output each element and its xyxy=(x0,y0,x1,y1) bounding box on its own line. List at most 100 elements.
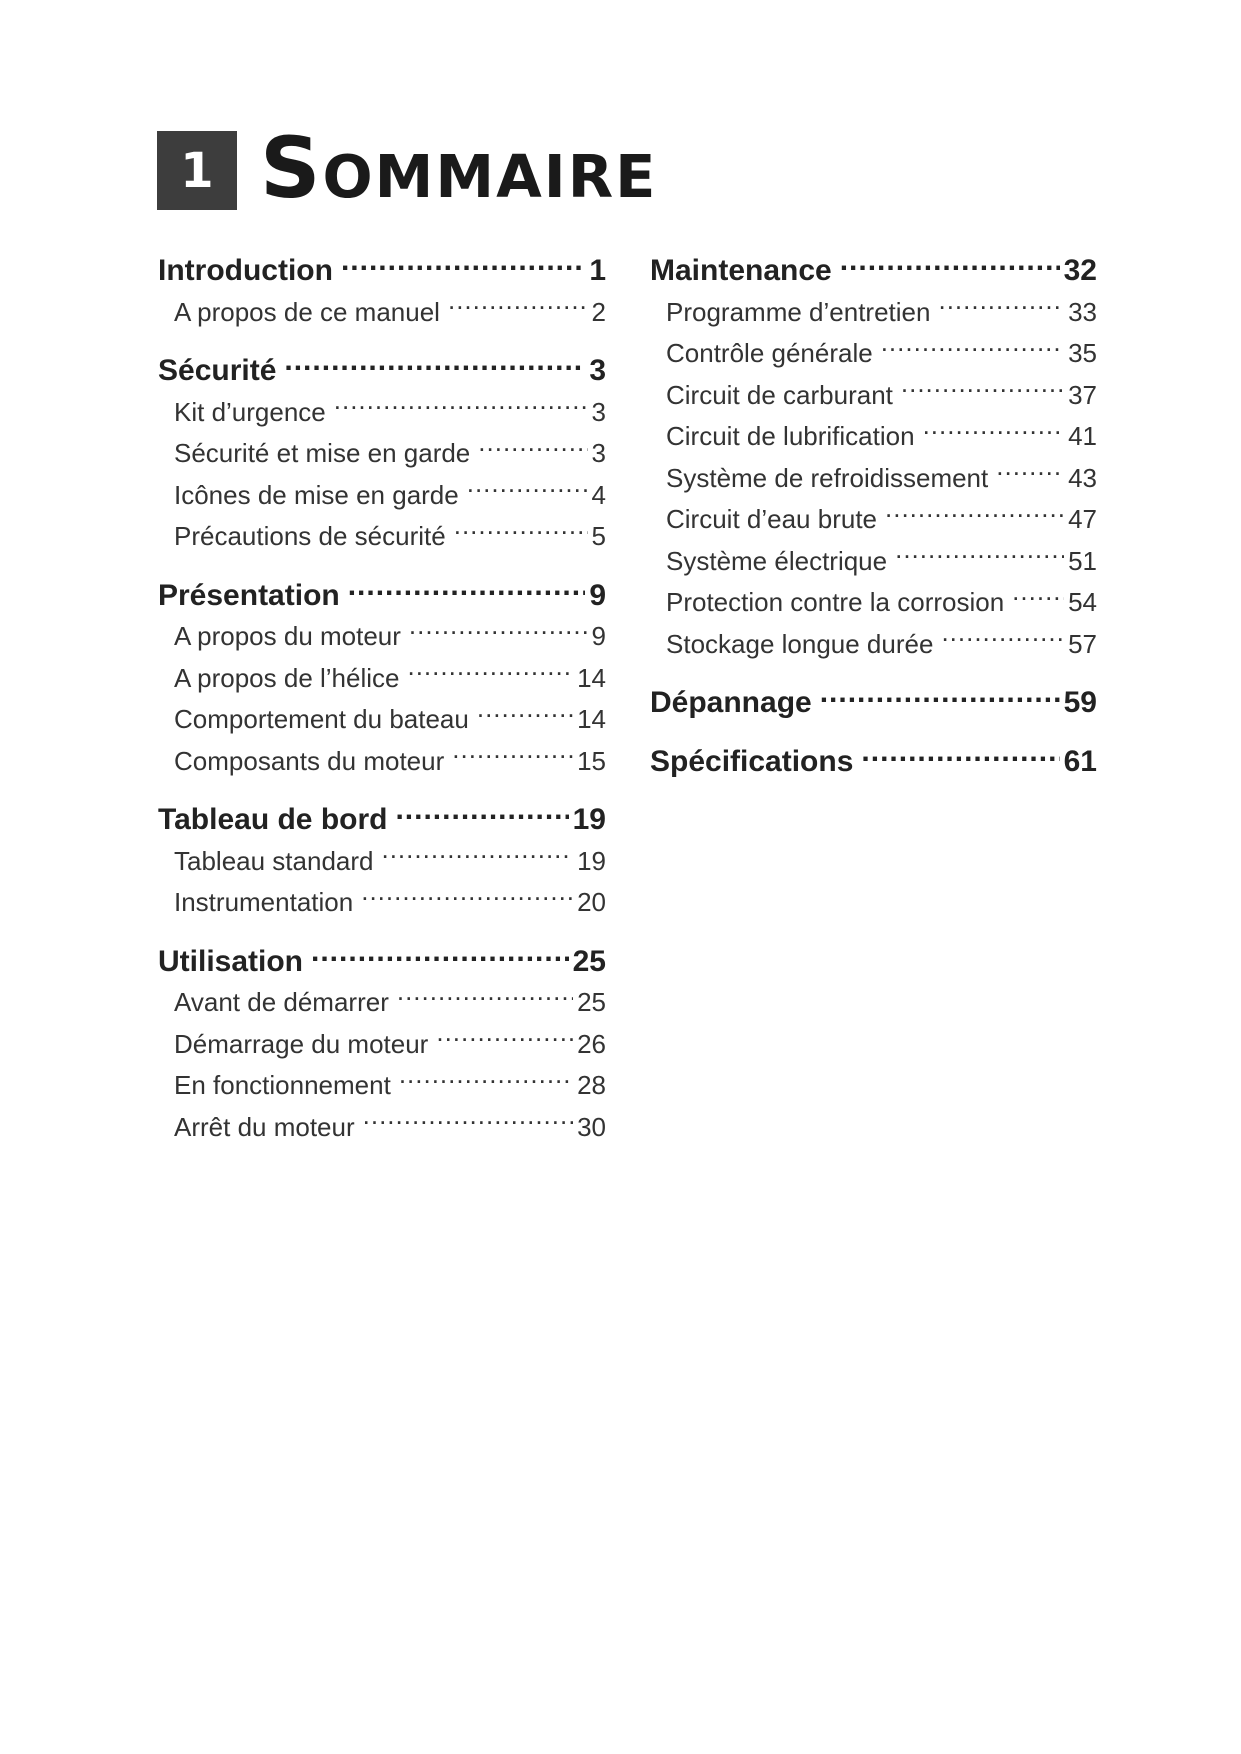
toc-entry-page: 28 xyxy=(577,1070,606,1100)
dot-leader xyxy=(436,1027,573,1053)
dot-leader xyxy=(477,702,573,728)
dot-leader xyxy=(923,419,1065,445)
toc-subsection-entry[interactable]: Circuit de carburant 37 xyxy=(650,375,1097,417)
toc-subsection-entry[interactable]: Icônes de mise en garde 4 xyxy=(158,475,606,517)
toc-subsection-entry[interactable]: Programme d’entretien 33 xyxy=(650,292,1097,334)
toc-entry-label: Dépannage xyxy=(650,686,812,719)
dot-leader xyxy=(348,575,586,605)
toc-subsection-entry[interactable]: A propos de ce manuel 2 xyxy=(158,292,606,334)
toc-entry-label: Tableau standard xyxy=(174,845,374,876)
toc-entry-label: Programme d’entretien xyxy=(666,296,931,327)
toc-entry-page: 19 xyxy=(577,845,606,876)
toc-subsection-entry[interactable]: A propos de l’hélice 14 xyxy=(158,658,606,700)
toc-entry-label: Circuit de lubrification xyxy=(666,421,915,451)
toc-section-entry[interactable]: Tableau de bord 19 xyxy=(158,799,606,841)
toc-entry-label: Utilisation xyxy=(158,944,304,978)
toc-entry-page: 25 xyxy=(572,944,606,978)
dot-leader xyxy=(996,461,1064,487)
dot-leader xyxy=(399,1068,573,1094)
toc-entry-page: 19 xyxy=(572,803,606,836)
toc-column-right: Maintenance 32 Programme d’entretien 33 Cont… xyxy=(650,250,1097,782)
toc-subsection-entry[interactable]: Arrêt du moteur 30 xyxy=(158,1107,606,1149)
dot-leader xyxy=(284,350,585,380)
toc-subsection-entry[interactable]: A propos du moteur 9 xyxy=(158,616,606,658)
dot-leader xyxy=(395,799,568,829)
toc-subsection-entry[interactable]: Instrumentation 20 xyxy=(158,882,606,924)
toc-subsection-entry[interactable]: En fonctionnement 28 xyxy=(158,1065,606,1107)
dot-leader xyxy=(1012,585,1064,611)
toc-entry-label: Sécurité et mise en garde xyxy=(174,438,471,468)
toc-subsection-entry[interactable]: Circuit d’eau brute 47 xyxy=(650,499,1097,541)
toc-entry-label: Tableau de bord xyxy=(158,803,388,836)
toc-entry-page: 15 xyxy=(577,745,606,776)
toc-entry-page: 3 xyxy=(589,354,606,387)
dot-leader xyxy=(341,250,585,280)
toc-entry-page: 9 xyxy=(589,578,606,612)
toc-entry-label: Démarrage du moteur xyxy=(174,1028,429,1059)
toc-entry-page: 59 xyxy=(1063,686,1097,719)
toc-subsection-entry[interactable]: Circuit de lubrification 41 xyxy=(650,416,1097,458)
toc-entry-page: 20 xyxy=(577,887,606,917)
toc-entry-page: 33 xyxy=(1068,296,1097,327)
page-title: Sommaire xyxy=(260,119,658,217)
toc-entry-page: 5 xyxy=(591,521,606,551)
toc-entry-label: Comportement du bateau xyxy=(174,704,469,734)
toc-entry-label: Sécurité xyxy=(158,354,277,387)
toc-entry-page: 4 xyxy=(591,479,606,510)
toc-section-entry[interactable]: Introduction 1 xyxy=(158,250,606,292)
toc-section-entry[interactable]: Utilisation 25 xyxy=(158,941,606,983)
toc-subsection-entry[interactable]: Protection contre la corrosion 54 xyxy=(650,582,1097,624)
toc-entry-label: Composants du moteur xyxy=(174,745,445,776)
dot-leader xyxy=(840,250,1060,280)
toc-subsection-entry[interactable]: Stockage longue durée 57 xyxy=(650,624,1097,666)
toc-entry-label: A propos du moteur xyxy=(174,621,401,651)
toc-section-entry[interactable]: Spécifications 61 xyxy=(650,741,1097,783)
toc-section-entry[interactable]: Sécurité 3 xyxy=(158,350,606,392)
toc-entry-label: Circuit d’eau brute xyxy=(666,504,877,534)
toc-subsection-entry[interactable]: Système électrique 51 xyxy=(650,541,1097,583)
toc-entry-label: Introduction xyxy=(158,254,333,287)
toc-entry-label: Système électrique xyxy=(666,545,888,576)
toc-subsection-entry[interactable]: Démarrage du moteur 26 xyxy=(158,1024,606,1066)
toc-subsection-entry[interactable]: Composants du moteur 15 xyxy=(158,741,606,783)
dot-leader xyxy=(941,627,1064,653)
toc-entry-label: Présentation xyxy=(158,578,340,612)
toc-entry-label: Circuit de carburant xyxy=(666,379,893,410)
dot-leader xyxy=(901,378,1064,404)
toc-subsection-entry[interactable]: Kit d’urgence 3 xyxy=(158,392,606,434)
toc-subsection-entry[interactable]: Précautions de sécurité 5 xyxy=(158,516,606,558)
toc-subsection-entry[interactable]: Avant de démarrer 25 xyxy=(158,982,606,1024)
toc-entry-label: Kit d’urgence xyxy=(174,396,326,427)
dot-leader xyxy=(409,619,588,645)
chapter-number-badge: 1 xyxy=(157,131,237,210)
toc-section-entry[interactable]: Présentation 9 xyxy=(158,575,606,617)
toc-subsection-entry[interactable]: Tableau standard 19 xyxy=(158,841,606,883)
dot-leader xyxy=(363,1110,573,1136)
toc-entry-page: 1 xyxy=(589,254,606,287)
toc-entry-label: Stockage longue durée xyxy=(666,628,934,659)
dot-leader xyxy=(454,519,588,545)
toc-section-entry[interactable]: Maintenance 32 xyxy=(650,250,1097,292)
toc-entry-page: 32 xyxy=(1063,254,1097,287)
dot-leader xyxy=(452,744,573,770)
toc-entry-page: 61 xyxy=(1063,744,1097,778)
toc-entry-page: 3 xyxy=(591,438,606,468)
dot-leader xyxy=(938,295,1064,321)
toc-entry-label: Instrumentation xyxy=(174,887,354,917)
toc-entry-label: Protection contre la corrosion xyxy=(666,587,1005,617)
dot-leader xyxy=(334,395,588,421)
toc-subsection-entry[interactable]: Sécurité et mise en garde 3 xyxy=(158,433,606,475)
toc-entry-label: Icônes de mise en garde xyxy=(174,479,459,510)
toc-subsection-entry[interactable]: Comportement du bateau 14 xyxy=(158,699,606,741)
toc-entry-page: 51 xyxy=(1068,545,1097,576)
toc-entry-page: 9 xyxy=(591,621,606,651)
toc-entry-page: 47 xyxy=(1068,504,1097,534)
toc-section-entry[interactable]: Dépannage 59 xyxy=(650,682,1097,724)
toc-entry-label: A propos de l’hélice xyxy=(174,662,400,693)
toc-subsection-entry[interactable]: Contrôle générale 35 xyxy=(650,333,1097,375)
dot-leader xyxy=(467,478,588,504)
toc-entry-label: Spécifications xyxy=(650,744,854,778)
toc-entry-page: 43 xyxy=(1068,462,1097,493)
toc-subsection-entry[interactable]: Système de refroidissement 43 xyxy=(650,458,1097,500)
toc-entry-page: 2 xyxy=(591,296,606,327)
